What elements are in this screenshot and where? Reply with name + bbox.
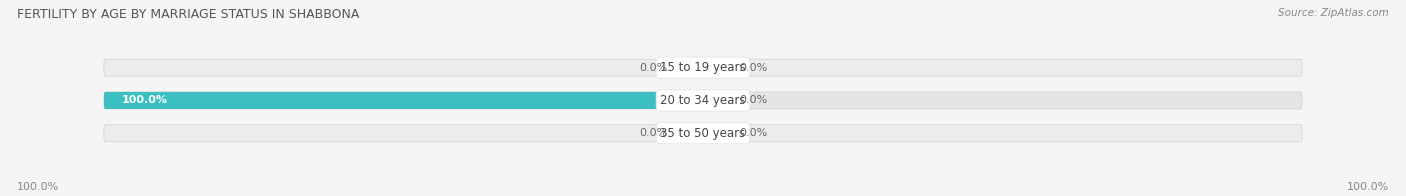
FancyBboxPatch shape xyxy=(104,92,703,109)
Text: Source: ZipAtlas.com: Source: ZipAtlas.com xyxy=(1278,8,1389,18)
FancyBboxPatch shape xyxy=(104,92,1302,109)
Text: 0.0%: 0.0% xyxy=(638,128,666,138)
Text: 15 to 19 years: 15 to 19 years xyxy=(661,61,745,74)
FancyBboxPatch shape xyxy=(104,125,1302,142)
Text: 100.0%: 100.0% xyxy=(1347,182,1389,192)
Text: 0.0%: 0.0% xyxy=(740,63,768,73)
Text: 100.0%: 100.0% xyxy=(17,182,59,192)
FancyBboxPatch shape xyxy=(679,125,703,142)
FancyBboxPatch shape xyxy=(703,59,727,76)
FancyBboxPatch shape xyxy=(703,125,727,142)
FancyBboxPatch shape xyxy=(679,59,703,76)
Text: 0.0%: 0.0% xyxy=(740,128,768,138)
Text: 35 to 50 years: 35 to 50 years xyxy=(661,127,745,140)
Text: FERTILITY BY AGE BY MARRIAGE STATUS IN SHABBONA: FERTILITY BY AGE BY MARRIAGE STATUS IN S… xyxy=(17,8,360,21)
Text: 20 to 34 years: 20 to 34 years xyxy=(661,94,745,107)
FancyBboxPatch shape xyxy=(703,92,727,109)
FancyBboxPatch shape xyxy=(104,59,1302,76)
Text: 0.0%: 0.0% xyxy=(638,63,666,73)
Text: 100.0%: 100.0% xyxy=(122,95,167,105)
Text: 0.0%: 0.0% xyxy=(740,95,768,105)
